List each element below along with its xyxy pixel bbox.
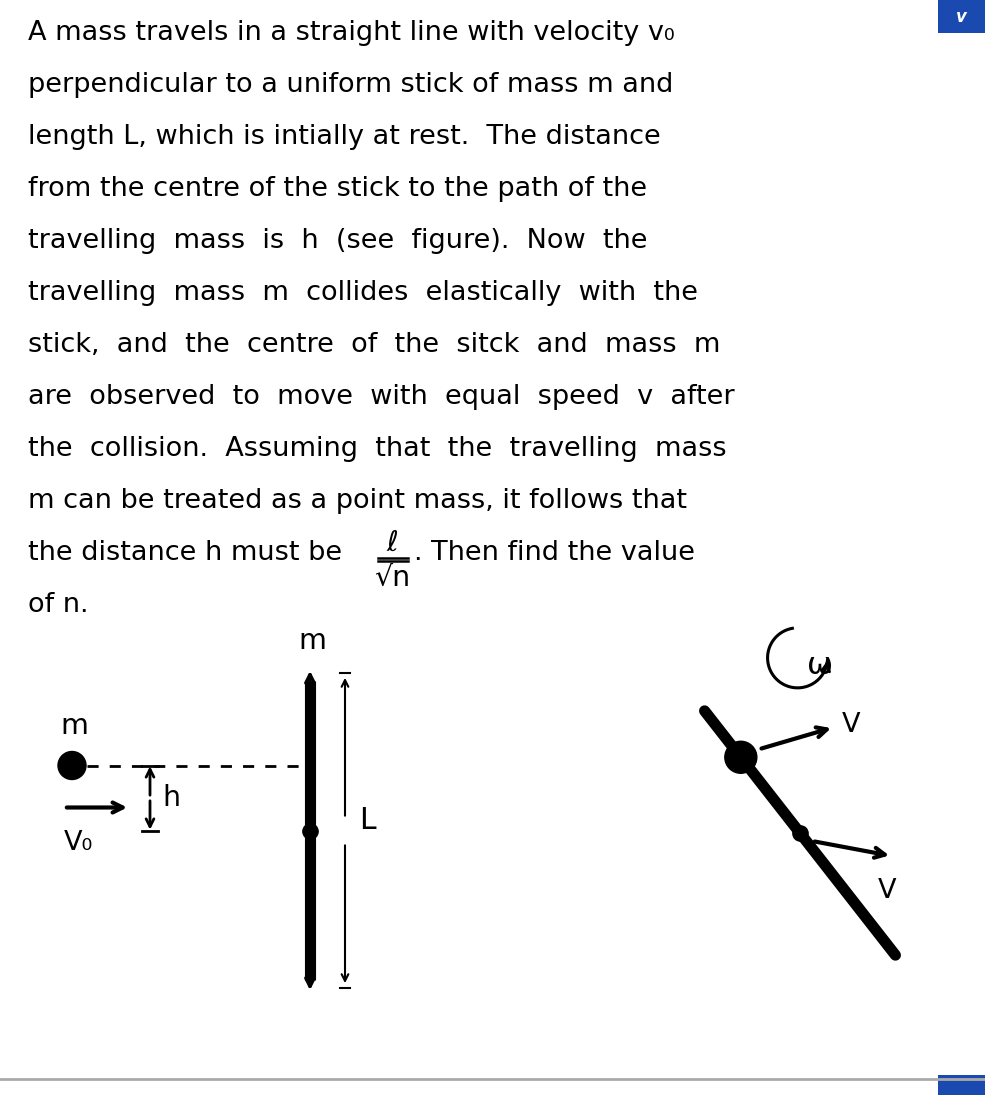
Text: of n.: of n. (28, 592, 89, 618)
Text: A mass travels in a straight line with velocity v₀: A mass travels in a straight line with v… (28, 20, 675, 46)
Text: V: V (878, 878, 896, 904)
Text: v: v (955, 8, 966, 26)
Text: V₀: V₀ (64, 830, 94, 855)
Text: the  collision.  Assuming  that  the  travelling  mass: the collision. Assuming that the travell… (28, 436, 727, 462)
Text: m: m (60, 713, 88, 740)
Text: stick,  and  the  centre  of  the  sitck  and  mass  m: stick, and the centre of the sitck and m… (28, 332, 720, 358)
Text: from the centre of the stick to the path of the: from the centre of the stick to the path… (28, 176, 647, 201)
Text: L: L (359, 806, 375, 835)
Circle shape (58, 751, 86, 780)
Bar (938, 1075, 985, 1095)
Text: the distance h must be: the distance h must be (28, 540, 342, 566)
Text: ℓ: ℓ (386, 529, 398, 556)
Text: h: h (162, 784, 180, 812)
Text: m can be treated as a point mass, it follows that: m can be treated as a point mass, it fol… (28, 488, 687, 514)
Text: ω: ω (807, 652, 832, 680)
Text: perpendicular to a uniform stick of mass m and: perpendicular to a uniform stick of mass… (28, 72, 674, 97)
Circle shape (725, 741, 756, 773)
Text: . Then find the value: . Then find the value (414, 540, 695, 566)
Text: √n: √n (374, 564, 410, 591)
Text: V: V (842, 712, 860, 738)
Text: travelling  mass  is  h  (see  figure).  Now  the: travelling mass is h (see figure). Now t… (28, 228, 647, 254)
Text: m: m (298, 627, 326, 655)
Text: are  observed  to  move  with  equal  speed  v  after: are observed to move with equal speed v … (28, 384, 735, 410)
Text: travelling  mass  m  collides  elastically  with  the: travelling mass m collides elastically w… (28, 280, 698, 306)
Bar (938, 0, 985, 33)
Text: length L, which is intially at rest.  The distance: length L, which is intially at rest. The… (28, 124, 661, 150)
